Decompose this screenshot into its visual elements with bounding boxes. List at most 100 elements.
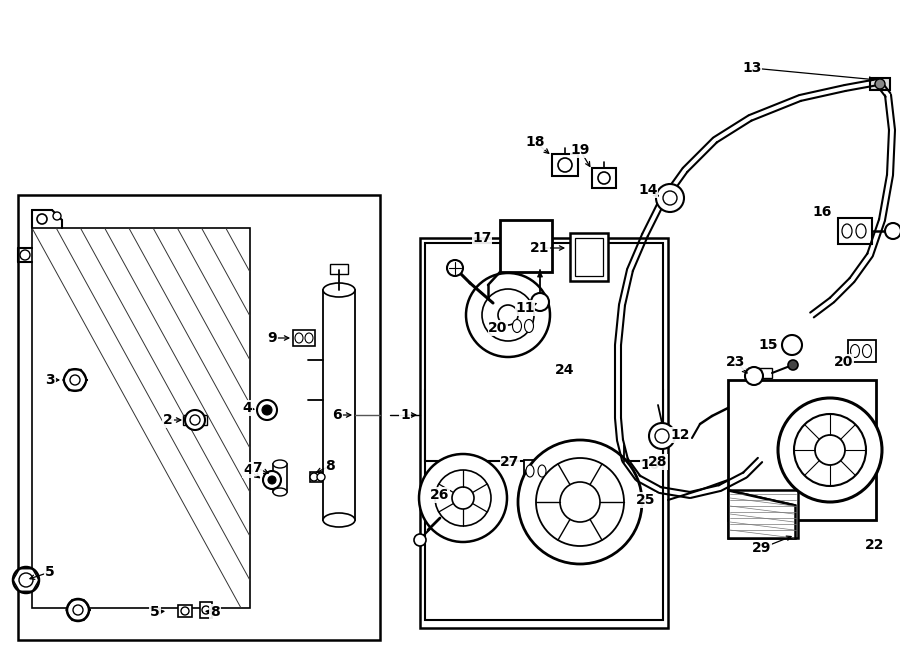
Circle shape (560, 482, 600, 522)
Bar (870, 78, 890, 90)
Ellipse shape (856, 224, 866, 238)
Circle shape (788, 360, 798, 370)
Ellipse shape (295, 333, 303, 343)
Text: 24: 24 (555, 363, 575, 377)
Text: 7: 7 (252, 461, 262, 475)
Bar (838, 218, 872, 244)
Bar (848, 340, 876, 362)
Circle shape (70, 375, 80, 385)
Ellipse shape (273, 488, 287, 496)
Bar (728, 380, 876, 520)
Bar (310, 472, 324, 482)
Circle shape (875, 79, 885, 89)
Circle shape (498, 305, 518, 325)
Circle shape (531, 293, 549, 311)
Bar (592, 168, 616, 188)
Circle shape (518, 440, 642, 564)
Ellipse shape (323, 283, 355, 297)
Bar (748, 368, 772, 378)
Circle shape (53, 212, 61, 220)
Ellipse shape (538, 465, 546, 477)
Text: 4: 4 (243, 463, 253, 477)
Circle shape (782, 335, 802, 355)
Text: 19: 19 (571, 143, 590, 157)
Circle shape (13, 567, 39, 593)
Text: 6: 6 (332, 408, 342, 422)
Bar (552, 154, 578, 176)
Text: 3: 3 (45, 373, 55, 387)
Text: 14: 14 (638, 183, 658, 197)
Text: 21: 21 (530, 241, 550, 255)
Circle shape (310, 473, 318, 481)
Text: 29: 29 (752, 541, 771, 555)
Text: 25: 25 (636, 493, 656, 507)
Circle shape (185, 410, 205, 430)
Circle shape (649, 423, 675, 449)
Bar (728, 490, 798, 538)
Text: 8: 8 (325, 459, 335, 473)
Circle shape (263, 471, 281, 489)
Circle shape (37, 214, 47, 224)
Text: 12: 12 (670, 428, 689, 442)
Text: 2: 2 (163, 413, 173, 427)
Text: 17: 17 (472, 231, 491, 245)
Text: 4: 4 (242, 401, 252, 415)
Circle shape (268, 476, 276, 484)
Bar (200, 602, 212, 618)
Text: 1: 1 (400, 408, 410, 422)
Ellipse shape (862, 344, 871, 358)
Circle shape (558, 158, 572, 172)
Ellipse shape (305, 333, 313, 343)
Circle shape (20, 250, 30, 260)
Bar (330, 264, 348, 274)
Circle shape (181, 607, 189, 615)
Ellipse shape (526, 465, 534, 477)
Bar (18, 195, 380, 640)
Bar (273, 464, 287, 492)
Circle shape (19, 573, 33, 587)
Circle shape (202, 606, 210, 614)
Bar (425, 390, 663, 620)
Text: 5: 5 (150, 605, 160, 619)
Text: 20: 20 (834, 355, 854, 369)
Circle shape (414, 534, 426, 546)
Bar (500, 220, 552, 272)
Circle shape (419, 454, 507, 542)
Text: 13: 13 (742, 61, 761, 75)
Circle shape (452, 487, 474, 509)
Circle shape (655, 429, 669, 443)
Text: 22: 22 (865, 538, 885, 552)
Ellipse shape (273, 460, 287, 468)
Circle shape (794, 414, 866, 486)
Circle shape (663, 191, 677, 205)
Circle shape (262, 405, 272, 415)
Circle shape (67, 599, 89, 621)
Bar (510, 315, 538, 337)
Bar (662, 190, 678, 206)
Text: 11: 11 (515, 301, 535, 315)
Bar (524, 460, 550, 482)
Text: 9: 9 (267, 331, 277, 345)
Text: 18: 18 (526, 135, 544, 149)
Circle shape (190, 415, 200, 425)
Bar (425, 243, 663, 461)
Text: 20: 20 (489, 321, 508, 335)
Circle shape (447, 260, 463, 276)
Ellipse shape (850, 344, 860, 358)
Bar (575, 238, 603, 276)
Text: 10: 10 (640, 458, 660, 472)
Ellipse shape (842, 224, 852, 238)
Text: 28: 28 (648, 455, 668, 469)
Polygon shape (728, 490, 795, 538)
Circle shape (317, 473, 325, 481)
Text: 5: 5 (45, 565, 55, 579)
Circle shape (656, 184, 684, 212)
Circle shape (73, 605, 83, 615)
Circle shape (815, 435, 845, 465)
Bar (183, 415, 207, 425)
Circle shape (64, 369, 86, 391)
Text: 23: 23 (726, 355, 746, 369)
Circle shape (778, 398, 882, 502)
Circle shape (885, 223, 900, 239)
Ellipse shape (525, 319, 534, 332)
